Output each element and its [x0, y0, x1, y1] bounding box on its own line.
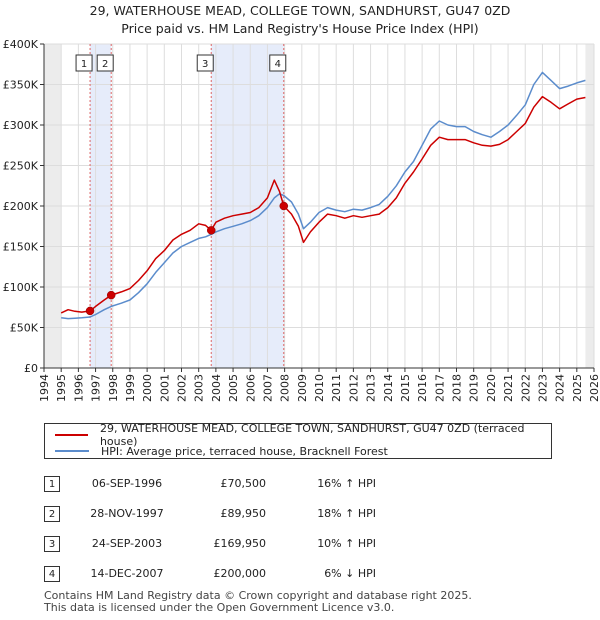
chart-title: 29, WATERHOUSE MEAD, COLLEGE TOWN, SANDH… — [89, 3, 511, 18]
y-tick-label: £400K — [3, 38, 39, 51]
transaction-date: 24-SEP-2003 — [91, 537, 163, 550]
sale-label: 4 — [275, 59, 281, 70]
transaction-number: 2 — [44, 506, 60, 522]
x-tick-label: 2024 — [554, 374, 567, 402]
transaction-date: 14-DEC-2007 — [90, 567, 164, 580]
x-tick-label: 2009 — [296, 374, 309, 402]
transaction-hpi: 18% ↑ HPI — [317, 507, 376, 520]
y-tick-label: £150K — [3, 241, 39, 254]
legend-item-hpi: HPI: Average price, terraced house, Brac… — [55, 443, 388, 459]
legend-swatch-hpi — [55, 450, 89, 452]
table-row: 1 06-SEP-1996 £70,500 16% ↑ HPI — [44, 476, 504, 496]
sale-label-box — [269, 54, 287, 72]
x-tick-label: 1997 — [90, 374, 103, 402]
x-tick-label: 2003 — [193, 374, 206, 402]
footer-licence: This data is licensed under the Open Gov… — [44, 601, 395, 614]
x-tick-label: 2007 — [261, 374, 274, 402]
x-tick-label: 2023 — [536, 374, 549, 402]
transaction-price: £70,500 — [220, 477, 267, 490]
price-chart: 1 2 3 4 £0 £50K £100K £150K £200K £250K £300K £350K… — [3, 38, 600, 402]
x-tick-label: 2005 — [227, 374, 240, 402]
table-row: 3 24-SEP-2003 £169,950 10% ↑ HPI — [44, 536, 504, 556]
x-tick-label: 2025 — [571, 374, 584, 402]
footer-copyright: Contains HM Land Registry data © Crown c… — [44, 589, 472, 602]
x-tick-label: 2026 — [588, 374, 600, 402]
sale-point — [85, 306, 95, 316]
x-tick-label: 2014 — [382, 374, 395, 402]
x-tick-label: 2015 — [399, 374, 412, 402]
table-row: 4 14-DEC-2007 £200,000 6% ↓ HPI — [44, 566, 504, 586]
y-tick-label: £50K — [10, 322, 39, 335]
x-tick-label: 2000 — [141, 374, 154, 402]
transaction-number: 3 — [44, 536, 60, 552]
x-tick-label: 2016 — [416, 374, 429, 402]
sale-label: 3 — [202, 59, 208, 70]
sale-point — [279, 201, 289, 211]
chart-subtitle: Price paid vs. HM Land Registry's House … — [121, 21, 479, 36]
x-tick-label: 2001 — [158, 374, 171, 402]
sale-point — [206, 226, 216, 235]
sale-label: 2 — [102, 59, 108, 70]
x-tick-label: 2011 — [330, 374, 343, 402]
transaction-hpi: 10% ↑ HPI — [317, 537, 376, 550]
legend-swatch-property — [55, 434, 88, 436]
transaction-number: 1 — [44, 476, 60, 492]
x-tick-label: 2004 — [210, 374, 223, 402]
x-tick-label: 2020 — [485, 374, 498, 402]
transaction-date: 06-SEP-1996 — [91, 477, 163, 490]
footer-attribution: Contains HM Land Registry data © Crown c… — [44, 590, 472, 614]
x-tick-label: 2012 — [347, 374, 360, 402]
legend-label-hpi: HPI: Average price, terraced house, Brac… — [101, 444, 388, 458]
y-tick-label: £350K — [3, 79, 39, 92]
x-tick-label: 2013 — [365, 374, 378, 402]
y-tick-label: £0 — [24, 362, 38, 375]
x-tick-label: 2010 — [313, 374, 326, 402]
x-tick-label: 2008 — [279, 374, 292, 402]
y-tick-label: £100K — [3, 281, 39, 294]
transaction-price: £169,950 — [213, 537, 267, 550]
transaction-price: £200,000 — [213, 567, 267, 580]
x-tick-label: 1999 — [124, 374, 137, 402]
x-tick-label: 2002 — [176, 374, 189, 402]
x-tick-label: 2018 — [451, 374, 464, 402]
legend-item-property: 29, WATERHOUSE MEAD, COLLEGE TOWN, SANDH… — [55, 422, 551, 448]
sale-point — [106, 290, 116, 300]
y-tick-label: £200K — [3, 200, 39, 213]
transaction-hpi: 6% ↓ HPI — [324, 567, 376, 580]
sale-label-box — [96, 54, 114, 72]
transaction-date: 28-NOV-1997 — [90, 507, 164, 520]
x-tick-label: 1995 — [55, 374, 68, 402]
chart-legend: 29, WATERHOUSE MEAD, COLLEGE TOWN, SANDH… — [44, 422, 552, 459]
sale-label-box — [196, 54, 214, 72]
x-tick-label: 2019 — [468, 374, 481, 402]
x-tick-label: 2022 — [519, 374, 532, 402]
transaction-hpi: 16% ↑ HPI — [317, 477, 376, 490]
sale-label: 1 — [81, 59, 87, 70]
hpi-line — [61, 71, 586, 320]
x-tick-label: 2006 — [244, 374, 257, 402]
table-row: 2 28-NOV-1997 £89,950 18% ↑ HPI — [44, 506, 504, 526]
y-tick-label: £250K — [3, 160, 39, 173]
x-tick-label: 2017 — [433, 374, 446, 402]
y-tick-label: £300K — [3, 119, 39, 132]
x-tick-label: 1994 — [38, 374, 51, 402]
legend-label-property: 29, WATERHOUSE MEAD, COLLEGE TOWN, SANDH… — [99, 422, 525, 448]
property-price-line — [60, 95, 586, 314]
transaction-number: 4 — [44, 566, 60, 582]
transaction-price: £89,950 — [220, 507, 267, 520]
x-tick-label: 2021 — [502, 374, 515, 402]
sale-label-box — [75, 54, 93, 72]
x-tick-label: 1998 — [107, 374, 120, 402]
x-tick-label: 1996 — [72, 374, 85, 402]
